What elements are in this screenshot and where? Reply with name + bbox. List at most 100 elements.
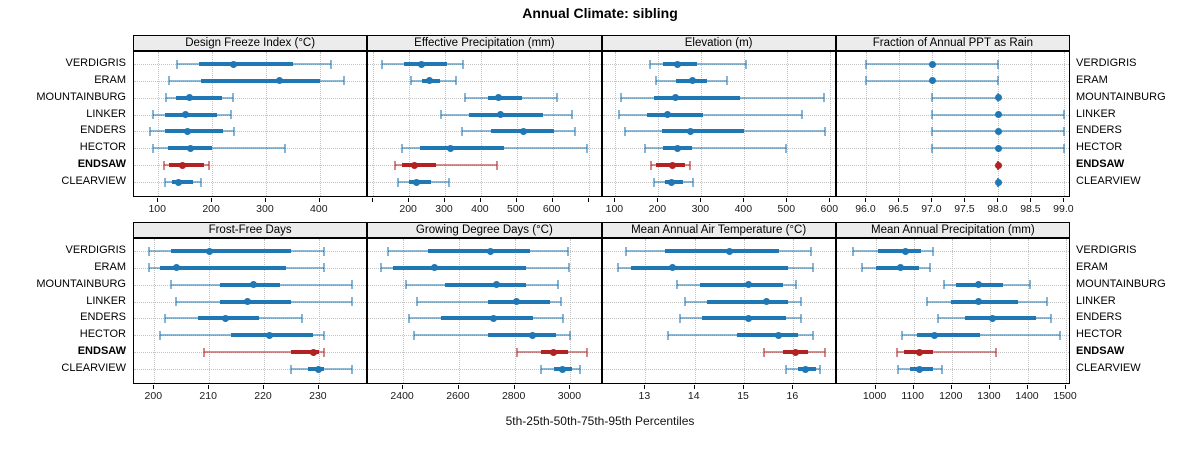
panel-strip: Effective Precipitation (mm) [367,35,602,51]
median-dot [672,94,680,102]
tick-label: 500 [777,203,796,215]
whisker-cap-5th [397,177,400,187]
whisker-cap-5th [861,263,864,273]
median-dot [974,281,982,289]
gridline-v [989,239,991,383]
tick-mark [264,198,266,202]
tick-label: 2600 [446,390,470,402]
gridline-h [134,114,367,116]
tick-mark [829,198,831,202]
iqr-bar-25th-75th [654,95,741,100]
iqr-bar-25th-75th [965,316,1036,321]
whisker-5th-95th [896,351,996,354]
whisker-5th-95th [932,96,999,99]
whisker-cap-95th [350,364,353,374]
whisker-cap-95th [812,330,815,340]
tick-label: 400 [471,203,489,215]
gridline-v [265,52,267,196]
iqr-bar-25th-75th [220,299,292,304]
panel-plot [601,51,836,197]
whisker-cap-95th [350,280,353,290]
whisker-cap-5th [931,126,934,136]
iqr-bar-25th-75th [164,112,218,117]
median-dot [915,348,923,356]
median-dot [558,365,566,373]
iqr-bar-25th-75th [428,249,530,253]
whisker-cap-5th [461,126,464,136]
median-dot [249,281,257,289]
whisker-cap-95th [822,93,825,103]
median-dot [664,111,672,119]
iqr-bar-25th-75th [401,163,437,168]
x-axis-caption: 5th-25th-50th-75th-95th Percentiles [505,414,695,428]
panel-plot [133,238,368,384]
median-dot [725,247,733,255]
median-dot [411,161,419,169]
gridline-h [368,352,601,354]
tick-label: 99.0 [1053,203,1074,215]
tick-mark [743,198,745,202]
median-dot [315,365,323,373]
median-dot [931,331,939,339]
whisker-cap-5th [404,280,407,290]
whisker-cap-95th [562,313,565,323]
tick-label: 210 [199,390,217,402]
iqr-bar-25th-75th [702,316,786,321]
gridline-h [836,369,1069,371]
whisker-cap-5th [655,76,658,86]
whisker-cap-5th [931,110,934,120]
whisker-cap-95th [556,280,559,290]
tick-label: 14 [687,390,700,402]
station-label-left: VERDIGRIS [65,244,126,256]
median-dot [430,264,438,272]
gridline-h [134,131,367,133]
whisker-cap-5th [176,59,179,69]
whisker-cap-5th [865,76,868,86]
median-dot [497,111,505,119]
tick-mark [211,198,213,202]
tick-label: 300 [256,203,274,215]
gridline-v [1031,52,1033,196]
station-label-left: ENDSAW [77,345,126,358]
median-dot [550,348,558,356]
whisker-cap-95th [1046,297,1048,307]
whisker-cap-5th [407,313,410,323]
median-dot [674,60,682,68]
gridline-h [602,352,835,354]
iqr-bar-25th-75th [440,316,533,321]
whisker-cap-95th [229,110,232,120]
panel-plot [133,51,368,197]
tick-label: 2400 [390,390,414,402]
whisker-cap-5th [784,364,787,374]
tick-label: 200 [648,203,667,215]
whisker-cap-5th [926,297,929,307]
median-dot [495,94,503,102]
whisker-cap-95th [573,126,576,136]
tick-mark [318,198,320,202]
median-dot [426,77,434,85]
whisker-cap-5th [163,177,166,187]
iqr-bar-25th-75th [630,265,789,270]
panel-plot [835,51,1070,197]
iqr-bar-25th-75th [488,333,557,338]
tick-mark [444,198,446,202]
whisker-cap-95th [819,364,822,374]
gridline-h [134,165,367,167]
tick-mark [898,198,900,202]
station-label-left: ENDERS [80,124,126,137]
station-label-right: MOUNTAINBURG [1076,277,1166,290]
gridline-v [701,52,703,196]
whisker-cap-95th [301,313,304,323]
gridline-v [480,52,482,196]
gridline-v [154,239,156,383]
panel-strip: Fraction of Annual PPT as Rain [835,35,1070,51]
tick-mark [792,385,794,389]
station-label-right: CLEARVIEW [1076,175,1141,188]
median-dot [275,77,283,85]
whisker-cap-5th [463,93,466,103]
tick-mark [1065,385,1067,389]
whisker-cap-95th [559,297,562,307]
tick-mark [408,198,410,202]
gridline-v [694,239,696,383]
whisker-5th-95th [901,334,1061,337]
